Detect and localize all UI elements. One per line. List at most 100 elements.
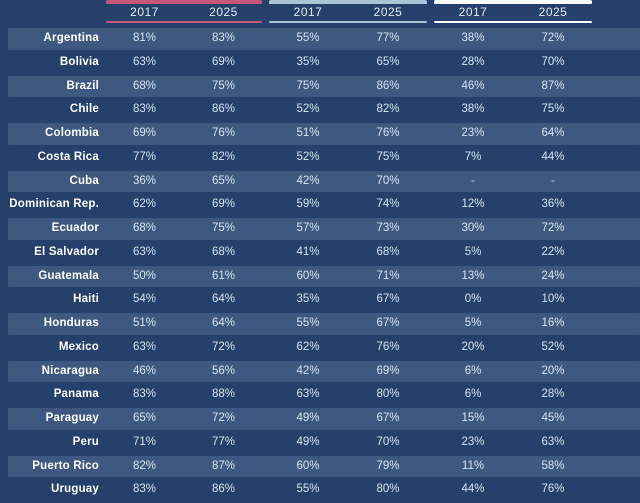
value-cell: 69% [211,198,236,211]
value-cell: 68% [211,245,236,258]
year-header-2025: 2025 [538,5,568,19]
value-cell: 67% [376,293,400,306]
value-cell: 63% [296,388,320,401]
value-cell: 69% [211,55,236,68]
year-header-2017: 2017 [130,5,159,19]
value-cell: 35% [296,293,320,306]
table-body: Argentina 81% 83% 55% 77% 38% 72% Bolivia 63% 69%… [8,28,640,501]
value-cell: 65% [211,174,236,187]
value-cell: 80% [376,483,400,496]
value-cell: 70% [376,174,400,187]
table-row: Paraguay 65% 72% 49% 67% 15% 45% [8,408,640,430]
value-cell: 75% [296,79,320,92]
value-cell: 63% [132,245,157,258]
table-row: Puerto Rico 82% 87% 60% 79% 11% 58% [8,455,640,478]
value-cell: 79% [376,459,400,472]
country-label: Panama [53,388,99,401]
value-cell: 86% [376,79,400,92]
value-cell: 52% [296,103,320,116]
value-cell: 72% [211,412,236,424]
column-group-3-top-bar [434,0,592,4]
country-label: Chile [69,103,99,116]
value-cell: 76% [376,127,400,139]
column-group-2-underline [269,21,427,23]
value-cell: 24% [541,269,565,282]
value-cell: 70% [541,55,565,68]
country-label: Bolivia [59,55,99,68]
value-cell: 74% [376,198,400,211]
value-cell: 44% [461,483,485,496]
table-row: Mexico 63% 72% 62% 76% 20% 52% [8,337,640,359]
value-cell: 69% [132,127,157,139]
value-cell: 28% [461,55,485,68]
value-cell: 58% [541,459,565,472]
value-cell: 5% [464,245,482,258]
value-cell: 76% [541,483,565,496]
value-cell: 52% [296,150,320,163]
value-cell: 56% [211,364,236,377]
value-cell: 83% [132,483,157,496]
value-cell: 83% [132,388,157,401]
value-cell: 55% [296,317,320,329]
value-cell: 22% [541,245,565,258]
value-cell: 20% [541,364,565,377]
value-cell: 77% [211,435,236,448]
value-cell: 83% [211,32,236,44]
table-row: Chile 83% 86% 52% 82% 38% 75% [8,99,640,121]
country-label: Brazil [66,79,99,92]
table-row: Panama 83% 88% 63% 80% 6% 28% [8,384,640,406]
value-cell: 0% [464,293,482,306]
value-cell: 68% [376,245,400,258]
value-cell: 88% [211,388,236,401]
country-label: Colombia [45,127,99,139]
column-group-2: 2017 2025 [268,0,428,28]
value-cell: 75% [376,150,400,163]
table-row: Peru 71% 77% 49% 70% 23% 63% [8,432,640,454]
value-cell: 55% [296,32,320,44]
value-cell: 57% [296,222,320,234]
value-cell: 68% [132,222,157,234]
value-cell: 11% [461,459,485,472]
value-cell: 73% [376,222,400,234]
value-cell: 36% [541,198,565,211]
year-header-2025: 2025 [209,5,238,19]
value-cell: 51% [132,317,157,329]
value-cell: 10% [541,293,565,306]
value-cell: 65% [132,412,157,424]
value-cell: 6% [464,364,482,377]
value-cell: 72% [211,340,236,353]
country-label: El Salvador [34,245,99,258]
country-label: Dominican Rep. [9,198,99,211]
value-cell: 60% [296,459,320,472]
value-cell: 55% [296,483,320,496]
country-label: Guatemala [38,269,99,282]
value-cell: 64% [211,293,236,306]
value-cell: 41% [296,245,320,258]
country-label: Puerto Rico [32,459,99,472]
value-cell: 35% [296,55,320,68]
column-group-1-underline [106,21,262,23]
table-row: Argentina 81% 83% 55% 77% 38% 72% [8,28,640,50]
value-cell: - [551,174,555,187]
value-cell: 28% [541,388,565,401]
value-cell: 82% [211,150,236,163]
value-cell: 49% [296,412,320,424]
value-cell: 36% [132,174,157,187]
value-cell: 38% [461,103,485,116]
value-cell: 82% [376,103,400,116]
table-row: Honduras 51% 64% 55% 67% 5% 16% [8,313,640,335]
value-cell: 75% [541,103,565,116]
value-cell: 59% [296,198,320,211]
value-cell: 68% [132,79,157,92]
value-cell: 42% [296,364,320,377]
value-cell: 72% [541,222,565,234]
value-cell: 64% [541,127,565,139]
value-cell: 52% [541,340,565,353]
value-cell: 50% [132,269,157,282]
value-cell: 63% [541,435,565,448]
value-cell: 16% [541,317,565,329]
table-row: El Salvador 63% 68% 41% 68% 5% 22% [8,242,640,264]
value-cell: 13% [461,269,485,282]
country-label: Argentina [43,32,99,44]
table-row: Colombia 69% 76% 51% 76% 23% 64% [8,123,640,145]
